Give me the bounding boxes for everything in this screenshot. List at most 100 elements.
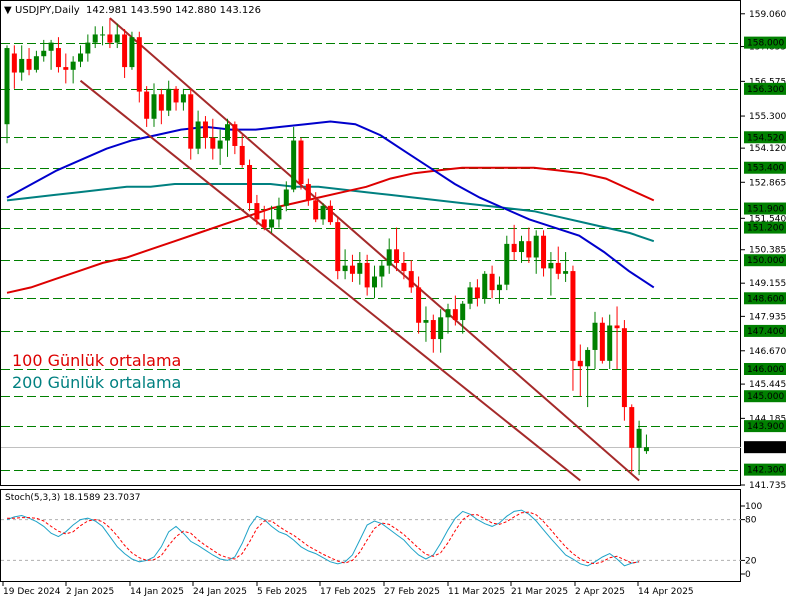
candle-up (482, 273, 488, 299)
ohlc-values: 142.981 143.590 142.880 143.126 (86, 5, 261, 16)
candle-up (217, 140, 223, 149)
candle-down (394, 249, 400, 263)
time-tick-label: 2 Apr 2025 (575, 587, 625, 597)
candle-down (202, 121, 208, 138)
current-price-box (744, 441, 786, 454)
candle-up (283, 189, 289, 206)
level-label-box (744, 324, 786, 337)
level-label-box (744, 202, 786, 215)
candle-up (563, 271, 569, 274)
ma-200-day-line (6, 183, 655, 243)
level-label: 151.900 (747, 205, 784, 215)
time-tick-label: 24 Jan 2025 (193, 587, 247, 597)
candle-down (621, 328, 627, 408)
time-tick-label: 2 Jan 2025 (66, 587, 114, 597)
candle-up (114, 34, 120, 43)
stochastic-axis: 100 80 20 0 (741, 502, 762, 580)
level-label-box (744, 131, 786, 144)
time-tick-label: 17 Feb 2025 (320, 587, 376, 597)
channel-lower-line (79, 79, 581, 482)
candle-up (19, 58, 25, 73)
candle-down (247, 165, 253, 204)
candle-down (349, 265, 355, 274)
candle-down (555, 262, 561, 274)
level-label: 158.000 (747, 39, 784, 49)
symbol-title: USDJPY,Daily (15, 5, 80, 16)
candle-down (452, 309, 458, 321)
candle-up (129, 37, 135, 68)
legend-200-day-average: 200 Günlük ortalama (12, 373, 181, 392)
candle-down (335, 222, 341, 272)
price-tick-label: 155.300 (749, 112, 786, 122)
candle-up (195, 121, 201, 149)
level-label: 153.400 (747, 164, 784, 174)
candle-up (33, 56, 39, 70)
candle-up (166, 88, 172, 111)
candle-down (232, 124, 238, 146)
candle-up (291, 140, 297, 190)
candle-down (188, 94, 194, 149)
time-tick-label: 14 Apr 2025 (638, 587, 694, 597)
candle-down (305, 184, 311, 201)
candle-down (511, 243, 517, 253)
candlesticks (4, 18, 649, 476)
candle-down (577, 360, 583, 367)
candle-up (592, 322, 598, 350)
level-label: 145.000 (747, 392, 784, 402)
price-tick-label: 145.445 (749, 380, 786, 390)
level-label: 150.000 (747, 256, 784, 266)
price-tick-label: 147.935 (749, 312, 786, 322)
candle-down (144, 91, 150, 119)
channel-upper-line (109, 17, 640, 482)
candle-up (269, 219, 275, 228)
candle-up (225, 124, 230, 141)
candle-up (496, 284, 502, 291)
level-label: 156.300 (747, 85, 784, 95)
candle-up (607, 325, 613, 361)
stochastic-tick-label: 80 (745, 516, 757, 526)
candle-up (78, 53, 83, 62)
price-tick-label: 154.120 (749, 144, 786, 154)
candle-up (372, 276, 377, 288)
stochastic-tick-label: 0 (745, 570, 751, 580)
candle-up (445, 309, 451, 318)
stochastic-frame (0, 489, 741, 582)
horizontal-levels (1, 43, 741, 471)
candle-up (386, 249, 392, 266)
level-label: 147.400 (747, 327, 784, 337)
candle-up (320, 205, 326, 220)
price-tick-label: 141.735 (749, 481, 786, 491)
candle-down (254, 203, 260, 220)
price-tick-label: 146.670 (749, 347, 786, 357)
level-label-box (744, 221, 786, 234)
stochastic-k-line (6, 509, 640, 567)
candle-up (151, 94, 157, 119)
candle-down (570, 271, 576, 361)
stochastic-oscillator (1, 509, 741, 567)
price-tick-label: 159.060 (749, 10, 786, 20)
level-label-box (744, 82, 786, 95)
candle-up (643, 447, 649, 452)
candle-down (401, 262, 407, 272)
candle-up (379, 265, 385, 277)
candle-down (541, 235, 547, 269)
candle-down (55, 48, 61, 68)
ma-100-day-line (6, 166, 655, 294)
candle-up (92, 34, 98, 43)
level-label-box (744, 254, 786, 267)
moving-averages (6, 120, 655, 294)
candle-up (180, 94, 186, 103)
candle-down (298, 140, 304, 185)
candle-up (548, 262, 554, 269)
time-tick-label: 19 Dec 2024 (3, 587, 61, 597)
stochastic-tick-label: 20 (745, 556, 757, 566)
level-label-box (744, 292, 786, 305)
level-labels: 158.000 156.300 154.520 153.400 151.900 151.2… (744, 36, 786, 476)
main-chart-frame (0, 0, 741, 486)
dropdown-triangle-icon[interactable]: ▼ (4, 5, 12, 16)
candle-down (526, 241, 532, 258)
time-tick-label: 14 Jan 2025 (130, 587, 184, 597)
candle-down (408, 271, 414, 288)
level-label-box (744, 420, 786, 433)
